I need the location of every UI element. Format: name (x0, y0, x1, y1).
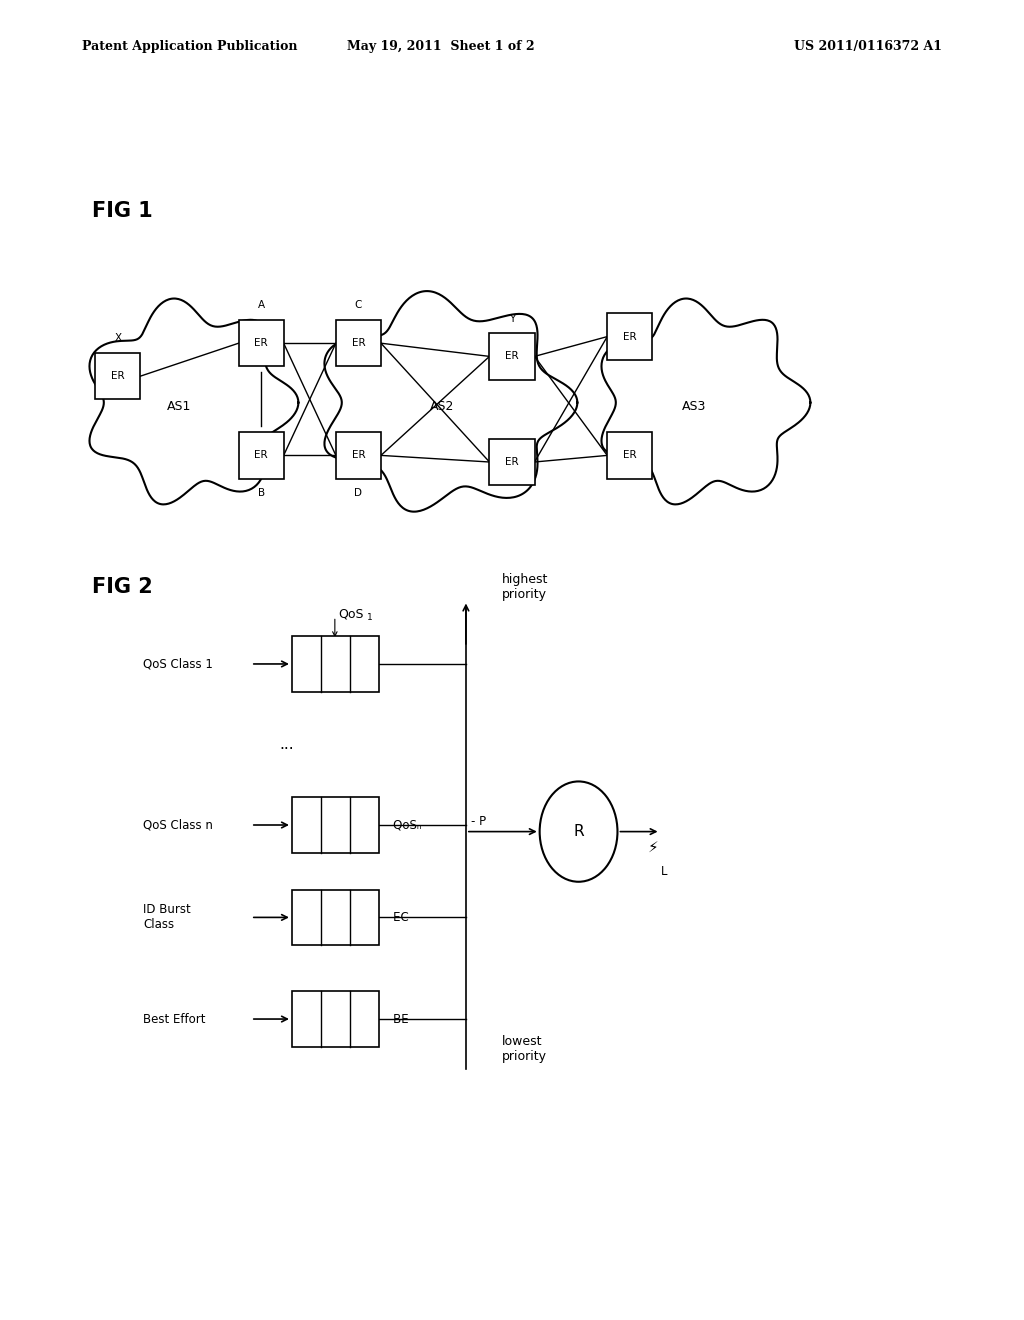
Text: X: X (115, 334, 121, 343)
FancyBboxPatch shape (292, 991, 379, 1047)
Text: FIG 1: FIG 1 (92, 201, 153, 222)
Text: ER: ER (351, 338, 366, 348)
Text: highest
priority: highest priority (502, 573, 548, 602)
Text: ER: ER (623, 331, 637, 342)
Text: R: R (573, 824, 584, 840)
Text: AS2: AS2 (430, 400, 455, 413)
Text: D: D (354, 488, 362, 498)
Text: QoS: QoS (338, 607, 364, 620)
Text: US 2011/0116372 A1: US 2011/0116372 A1 (794, 40, 942, 53)
Text: ID Burst
Class: ID Burst Class (143, 903, 191, 932)
Text: ER: ER (351, 450, 366, 461)
Text: - BE: - BE (385, 1012, 409, 1026)
FancyBboxPatch shape (489, 438, 535, 486)
FancyBboxPatch shape (336, 432, 381, 479)
FancyBboxPatch shape (292, 797, 379, 853)
FancyBboxPatch shape (292, 636, 379, 692)
Text: QoS Class 1: QoS Class 1 (143, 657, 213, 671)
Circle shape (540, 781, 617, 882)
Text: May 19, 2011  Sheet 1 of 2: May 19, 2011 Sheet 1 of 2 (346, 40, 535, 53)
FancyBboxPatch shape (607, 432, 652, 479)
Text: lowest
priority: lowest priority (502, 1035, 547, 1064)
Text: ER: ER (623, 450, 637, 461)
Text: Patent Application Publication: Patent Application Publication (82, 40, 297, 53)
FancyBboxPatch shape (489, 333, 535, 380)
FancyBboxPatch shape (95, 352, 140, 400)
Text: Y: Y (509, 314, 515, 323)
Text: AS1: AS1 (167, 400, 191, 413)
Text: AS3: AS3 (682, 400, 707, 413)
Text: ER: ER (254, 338, 268, 348)
Text: - P: - P (471, 814, 486, 828)
Text: C: C (354, 301, 362, 310)
Text: ER: ER (111, 371, 125, 381)
Text: Best Effort: Best Effort (143, 1012, 206, 1026)
Text: - QoSₙ: - QoSₙ (385, 818, 422, 832)
Text: QoS Class n: QoS Class n (143, 818, 213, 832)
Text: 1: 1 (367, 614, 373, 622)
Text: ER: ER (505, 351, 519, 362)
Text: L: L (660, 865, 667, 878)
Text: ...: ... (280, 737, 294, 752)
Text: ER: ER (254, 450, 268, 461)
FancyBboxPatch shape (336, 319, 381, 367)
Text: B: B (258, 488, 264, 498)
Text: A: A (258, 301, 264, 310)
Text: ⚡: ⚡ (648, 840, 658, 855)
Text: FIG 2: FIG 2 (92, 577, 153, 598)
FancyBboxPatch shape (239, 432, 284, 479)
FancyBboxPatch shape (607, 313, 652, 360)
FancyBboxPatch shape (239, 319, 284, 367)
FancyBboxPatch shape (292, 890, 379, 945)
Text: - EC: - EC (385, 911, 409, 924)
Text: ER: ER (505, 457, 519, 467)
